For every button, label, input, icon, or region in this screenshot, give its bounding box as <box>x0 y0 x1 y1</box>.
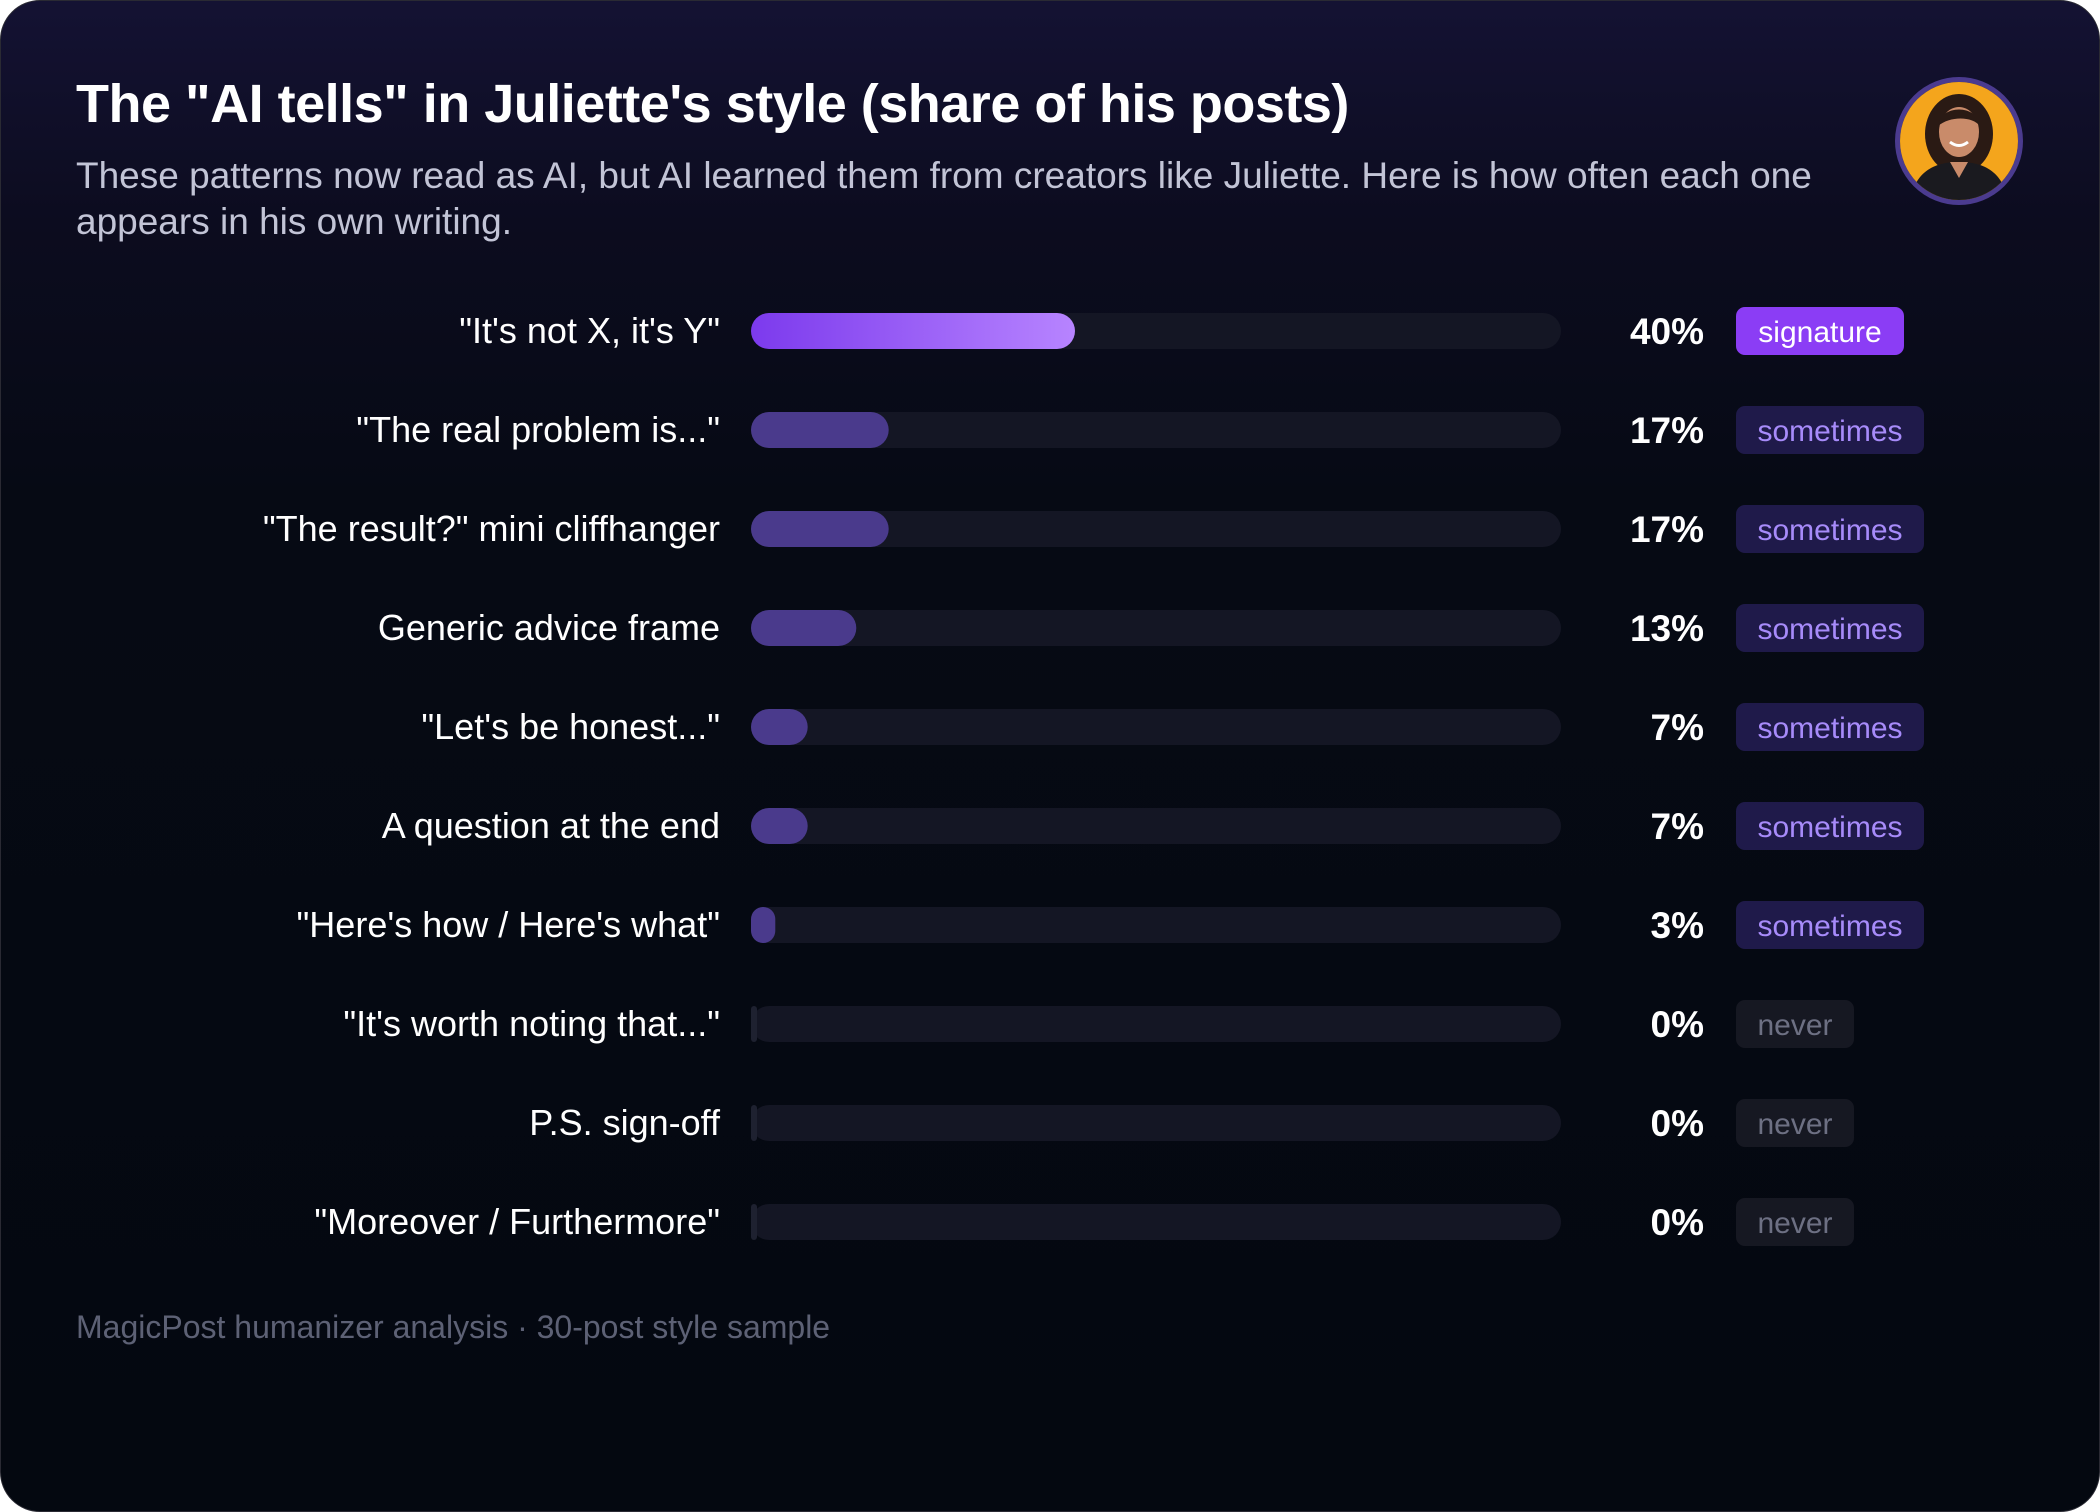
value-label: 0% <box>1651 1103 1704 1144</box>
badge-sometimes <box>1736 604 1924 652</box>
footer-source: MagicPost humanizer analysis · 30-post s… <box>76 1309 831 1345</box>
badge-label: sometimes <box>1757 811 1902 844</box>
bar-track <box>751 709 1561 745</box>
bar <box>751 709 808 745</box>
badge-label: signature <box>1758 316 1881 349</box>
bar <box>751 412 889 448</box>
badge-label: sometimes <box>1757 415 1902 448</box>
category-label: "The real problem is..." <box>356 409 720 450</box>
badge-sometimes <box>1736 406 1924 454</box>
category-label: Generic advice frame <box>378 607 720 648</box>
badge-never <box>1736 1000 1854 1048</box>
badge-never <box>1736 1099 1854 1147</box>
value-label: 13% <box>1630 608 1704 649</box>
category-label: "It's not X, it's Y" <box>459 310 720 351</box>
badge-label: sometimes <box>1757 712 1902 745</box>
badge-sometimes <box>1736 505 1924 553</box>
value-label: 3% <box>1651 905 1704 946</box>
chart-title: The "AI tells" in Juliette's style (shar… <box>76 74 1349 134</box>
value-label: 7% <box>1651 806 1704 847</box>
badge-label: sometimes <box>1757 613 1902 646</box>
value-label: 17% <box>1630 410 1704 451</box>
category-label: A question at the end <box>382 805 720 846</box>
category-label: "Moreover / Furthermore" <box>314 1201 720 1242</box>
value-label: 17% <box>1630 509 1704 550</box>
category-label: "Here's how / Here's what" <box>297 904 720 945</box>
bar <box>751 808 808 844</box>
badge-sometimes <box>1736 802 1924 850</box>
category-label: P.S. sign-off <box>529 1102 721 1143</box>
bar <box>751 610 857 646</box>
badge-sometimes <box>1736 703 1924 751</box>
person-portrait-icon <box>1895 77 2023 205</box>
bar-track <box>751 610 1561 646</box>
bar-track <box>751 1105 1561 1141</box>
bar <box>751 907 776 943</box>
badge-sometimes <box>1736 901 1924 949</box>
category-label: "Let's be honest..." <box>421 706 720 747</box>
badge-label: never <box>1757 1009 1832 1042</box>
bar-chart: "It's not X, it's Y" 40% signature "The rea… <box>263 307 1924 1246</box>
value-label: 7% <box>1651 707 1704 748</box>
bar-track <box>751 511 1561 547</box>
bar-track <box>751 907 1561 943</box>
badge-label: never <box>1757 1108 1832 1141</box>
category-label: "The result?" mini cliffhanger <box>263 508 720 549</box>
bar <box>751 511 889 547</box>
bar-track <box>751 1204 1561 1240</box>
badge-never <box>1736 1198 1854 1246</box>
bar-track <box>751 1006 1561 1042</box>
bar <box>751 1006 757 1042</box>
badge-label: sometimes <box>1757 514 1902 547</box>
category-label: "It's worth noting that..." <box>343 1003 720 1044</box>
bar-track <box>751 412 1561 448</box>
bar-track <box>751 808 1561 844</box>
bar <box>751 1105 757 1141</box>
badge-label: sometimes <box>1757 910 1902 943</box>
value-label: 0% <box>1651 1004 1704 1045</box>
value-label: 0% <box>1651 1202 1704 1243</box>
bar <box>751 1204 757 1240</box>
value-label: 40% <box>1630 311 1704 352</box>
chart-subtitle: These patterns now read as AI, but AI le… <box>76 155 1812 242</box>
badge-label: never <box>1757 1207 1832 1240</box>
bar <box>751 313 1075 349</box>
badge-signature <box>1736 307 1904 355</box>
